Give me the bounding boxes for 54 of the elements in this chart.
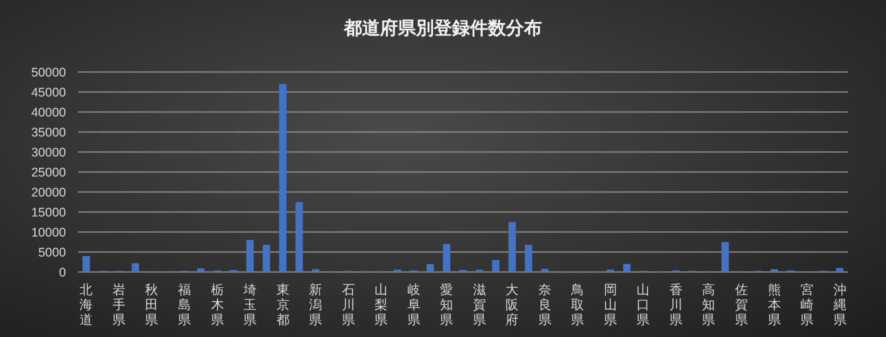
- bar: [836, 268, 844, 272]
- bar: [295, 202, 303, 272]
- x-tick-label: 滋賀県: [472, 282, 486, 327]
- y-tick-label: 5000: [38, 246, 66, 260]
- bar: [442, 244, 450, 272]
- bar: [262, 244, 270, 272]
- x-tick-label: 福島県: [178, 282, 191, 327]
- x-tick-label: 岐阜県: [407, 282, 420, 327]
- x-tick-label: 北海道: [80, 282, 93, 327]
- bar: [197, 268, 205, 272]
- chart-title: 都道府県別登録件数分布: [343, 18, 542, 38]
- bar: [721, 242, 729, 272]
- bar: [246, 240, 254, 272]
- x-tick-label: 石川県: [342, 282, 355, 327]
- bar: [770, 269, 778, 272]
- x-tick-label: 佐賀県: [735, 282, 748, 327]
- y-tick-label: 35000: [31, 126, 66, 140]
- bar: [132, 263, 140, 272]
- y-tick-label: 10000: [31, 226, 66, 240]
- bar: [623, 264, 631, 272]
- bar: [82, 256, 90, 272]
- x-tick-label: 東京都: [276, 282, 290, 327]
- x-tick-label: 岩手県: [112, 282, 126, 327]
- bar: [312, 269, 320, 272]
- x-tick-label: 香川県: [669, 282, 682, 327]
- y-tick-label: 20000: [31, 186, 66, 200]
- x-tick-label: 山梨県: [374, 282, 388, 327]
- x-tick-label: 埼玉県: [242, 282, 257, 327]
- x-tick-label: 熊本県: [768, 282, 781, 327]
- y-tick-label: 50000: [31, 66, 66, 80]
- x-tick-label: 栃木県: [210, 282, 224, 327]
- y-tick-label: 25000: [31, 166, 66, 180]
- bar: [426, 264, 434, 272]
- x-tick-label: 鳥取県: [570, 282, 584, 327]
- y-tick-label: 15000: [31, 206, 66, 220]
- y-tick-label: 30000: [31, 146, 66, 160]
- bar: [541, 268, 549, 272]
- x-tick-label: 高知県: [702, 282, 716, 327]
- x-tick-label: 沖縄県: [832, 282, 846, 327]
- x-tick-label: 宮崎県: [800, 282, 814, 327]
- bar: [524, 244, 532, 272]
- y-tick-label: 0: [59, 266, 66, 280]
- bar: [492, 260, 500, 272]
- x-tick-label: 大阪府: [506, 282, 519, 327]
- y-tick-label: 45000: [31, 86, 66, 100]
- x-tick-label: 愛知県: [440, 282, 454, 327]
- x-tick-label: 新潟県: [309, 282, 322, 327]
- x-tick-label: 秋田県: [145, 282, 158, 327]
- y-tick-label: 40000: [31, 106, 66, 120]
- x-tick-label: 山口県: [636, 282, 650, 327]
- x-tick-label: 奈良県: [538, 282, 552, 327]
- bar: [508, 222, 516, 272]
- x-tick-label: 岡山県: [604, 282, 617, 327]
- bar: [279, 84, 286, 272]
